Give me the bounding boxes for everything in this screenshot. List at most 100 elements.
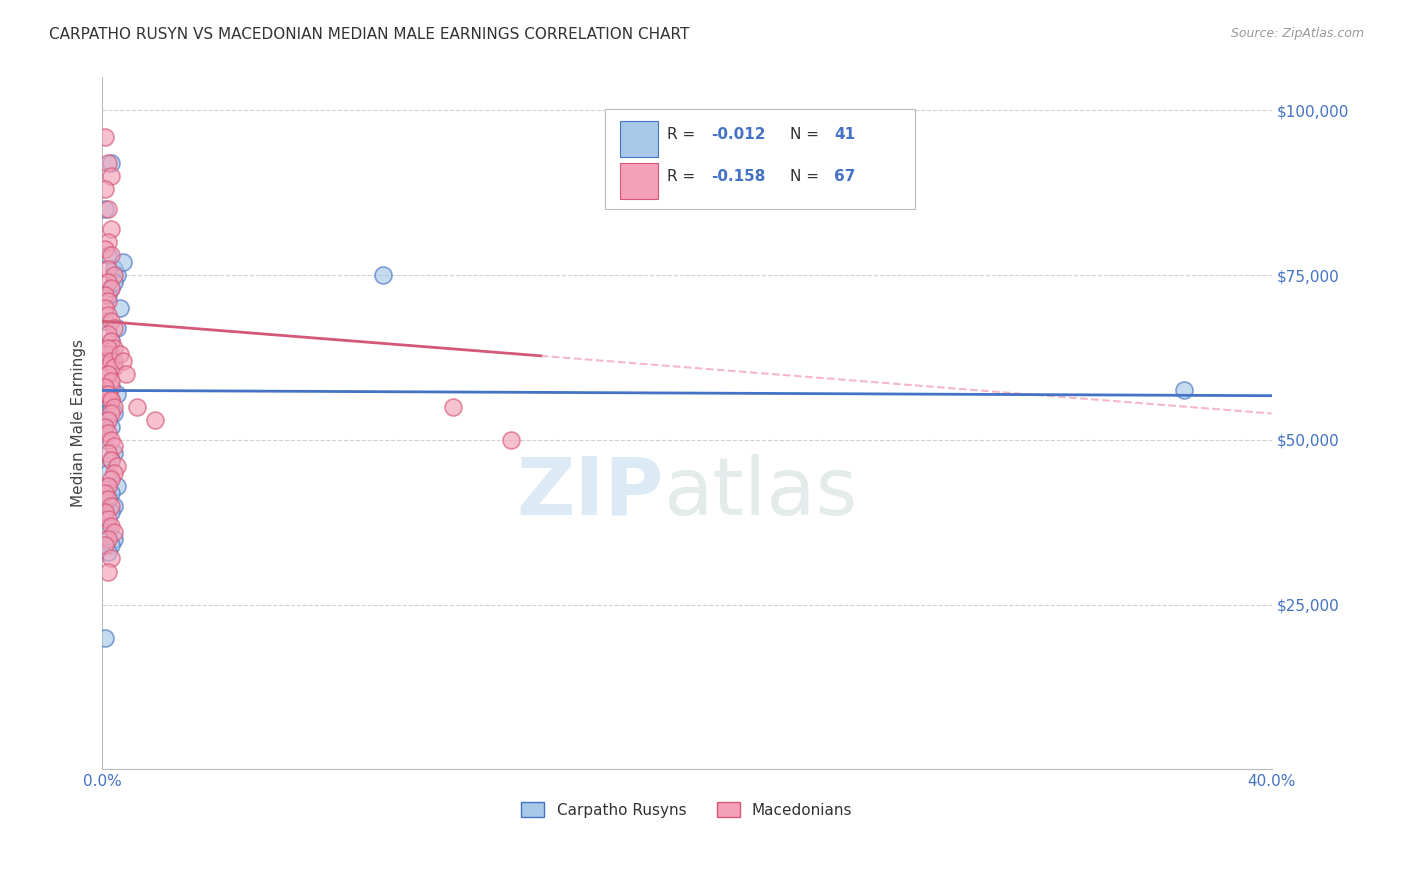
Point: [100, 400, 122, 414]
Point: [103, 499, 125, 513]
Legend: Carpatho Rusyns, Macedonians: Carpatho Rusyns, Macedonians: [516, 796, 859, 824]
Point: [94, 386, 117, 401]
Point: [103, 407, 125, 421]
Point: [100, 419, 122, 434]
Point: [105, 459, 128, 474]
Point: [97, 413, 120, 427]
Point: [103, 268, 125, 282]
Point: [100, 452, 122, 467]
Point: [105, 268, 128, 282]
Point: [111, 353, 134, 368]
Point: [100, 472, 122, 486]
Text: Source: ZipAtlas.com: Source: ZipAtlas.com: [1230, 27, 1364, 40]
Point: [94, 202, 117, 217]
Text: ZIP: ZIP: [516, 453, 664, 532]
Point: [97, 308, 120, 322]
Point: [100, 334, 122, 348]
Point: [94, 419, 117, 434]
Point: [97, 466, 120, 480]
Point: [103, 466, 125, 480]
Point: [105, 321, 128, 335]
Point: [103, 341, 125, 355]
Point: [100, 485, 122, 500]
Point: [108, 347, 131, 361]
Point: [94, 129, 117, 144]
Point: [100, 499, 122, 513]
Point: [94, 525, 117, 540]
Point: [97, 367, 120, 381]
Point: [108, 301, 131, 315]
Point: [97, 386, 120, 401]
Point: [97, 545, 120, 559]
Point: [97, 347, 120, 361]
Point: [94, 505, 117, 519]
Point: [97, 294, 120, 309]
Point: [97, 327, 120, 342]
Y-axis label: Median Male Earnings: Median Male Earnings: [72, 339, 86, 508]
Point: [97, 288, 120, 302]
FancyBboxPatch shape: [620, 121, 658, 157]
Point: [100, 393, 122, 408]
Point: [103, 360, 125, 375]
Text: N =: N =: [790, 128, 824, 143]
Point: [94, 301, 117, 315]
Point: [97, 518, 120, 533]
Point: [97, 202, 120, 217]
Point: [103, 275, 125, 289]
Point: [97, 156, 120, 170]
Point: [97, 426, 120, 441]
Point: [97, 393, 120, 408]
Point: [100, 353, 122, 368]
Point: [100, 314, 122, 328]
Point: [103, 261, 125, 276]
Point: [100, 281, 122, 295]
Point: [97, 446, 120, 460]
Text: atlas: atlas: [664, 453, 858, 532]
Point: [94, 182, 117, 196]
Point: [97, 479, 120, 493]
Point: [105, 386, 128, 401]
Point: [100, 380, 122, 394]
Point: [103, 525, 125, 540]
Point: [114, 367, 136, 381]
Point: [143, 413, 166, 427]
Point: [100, 169, 122, 184]
Point: [97, 235, 120, 249]
Point: [100, 281, 122, 295]
Point: [97, 248, 120, 262]
Point: [100, 505, 122, 519]
Point: [1173, 384, 1195, 398]
Point: [103, 321, 125, 335]
Text: 67: 67: [834, 169, 856, 184]
Point: [97, 532, 120, 546]
Point: [100, 347, 122, 361]
Point: [100, 334, 122, 348]
Point: [94, 538, 117, 552]
Point: [105, 479, 128, 493]
Point: [100, 156, 122, 170]
Point: [94, 380, 117, 394]
Point: [103, 353, 125, 368]
Point: [94, 314, 117, 328]
Point: [94, 485, 117, 500]
Text: -0.158: -0.158: [711, 169, 766, 184]
Point: [100, 380, 122, 394]
Point: [97, 261, 120, 276]
Point: [100, 393, 122, 408]
Point: [100, 407, 122, 421]
Text: -0.012: -0.012: [711, 128, 766, 143]
Point: [94, 353, 117, 368]
Point: [103, 400, 125, 414]
Point: [97, 413, 120, 427]
Point: [127, 400, 149, 414]
Point: [97, 565, 120, 579]
Point: [100, 538, 122, 552]
Point: [97, 512, 120, 526]
Point: [97, 492, 120, 507]
Text: 41: 41: [834, 128, 855, 143]
Text: R =: R =: [666, 169, 700, 184]
Point: [97, 367, 120, 381]
Point: [94, 433, 117, 447]
Point: [94, 288, 117, 302]
Point: [103, 532, 125, 546]
